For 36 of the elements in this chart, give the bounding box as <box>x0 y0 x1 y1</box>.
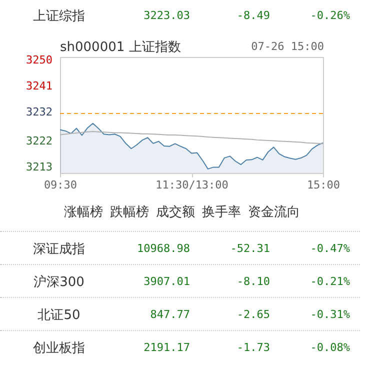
text: -1.73 <box>236 341 270 354</box>
text: -8.49 <box>236 9 270 22</box>
y-tick-label: 3222 <box>26 134 52 148</box>
text: 10968.98 <box>136 242 190 255</box>
text: 资金流向 <box>248 204 300 221</box>
text: -2.65 <box>236 308 270 321</box>
text: 3907.01 <box>142 275 190 288</box>
chart-subtitle: 07-26 15:00 <box>251 40 324 53</box>
text: -0.47% <box>309 242 350 255</box>
text: 3223.03 <box>142 9 190 22</box>
x-tick-label: 09:30 <box>44 178 78 192</box>
text: 北证50 <box>36 307 82 324</box>
text: 创业板指 <box>32 340 86 357</box>
chart-title: sh000001 上证指数 <box>60 39 181 56</box>
line-series <box>60 131 323 144</box>
x-tick-label: 11:30/13:00 <box>156 178 228 192</box>
text: -0.26% <box>309 9 350 22</box>
y-tick-label: 3213 <box>26 160 52 174</box>
x-tick-label: 15:00 <box>306 178 340 192</box>
text: -52.31 <box>229 242 270 255</box>
text: 换手率 <box>202 204 241 221</box>
text: -8.10 <box>236 275 270 288</box>
text: 上证综指 <box>32 8 86 25</box>
text: 深证成指 <box>32 241 86 258</box>
y-tick-label: 3250 <box>26 53 52 66</box>
text: 涨幅榜 <box>64 204 103 221</box>
text: 跌幅榜 <box>110 204 149 221</box>
text: 成交额 <box>156 204 195 221</box>
y-tick-label: 3241 <box>26 80 52 92</box>
text: 847.77 <box>149 308 190 321</box>
text: 2191.17 <box>142 341 190 354</box>
text: -0.21% <box>309 275 350 288</box>
text: -0.08% <box>309 341 350 354</box>
text: 沪深300 <box>32 274 86 291</box>
text: -0.31% <box>309 308 350 321</box>
y-tick-label: 3232 <box>26 106 52 119</box>
